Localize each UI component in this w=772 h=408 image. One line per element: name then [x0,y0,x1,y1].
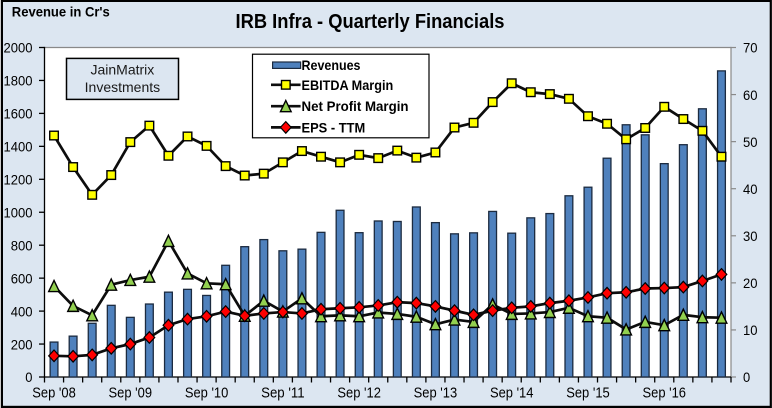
svg-text:Sep '10: Sep '10 [185,384,229,401]
svg-text:1200: 1200 [4,172,33,188]
svg-text:Revenue in Cr's: Revenue in Cr's [12,3,110,19]
svg-text:200: 200 [11,336,33,352]
svg-text:40: 40 [743,181,758,197]
svg-text:60: 60 [743,87,758,103]
svg-text:Sep '11: Sep '11 [261,384,305,401]
svg-text:0: 0 [25,369,32,385]
svg-text:1800: 1800 [4,73,33,89]
svg-text:IRB Infra - Quarterly Financi: IRB Infra - Quarterly Financials [236,11,505,33]
svg-text:600: 600 [11,270,33,286]
svg-text:1000: 1000 [4,204,33,220]
svg-text:400: 400 [11,303,33,319]
svg-text:EPS - TTM: EPS - TTM [302,119,366,135]
svg-text:Sep '14: Sep '14 [490,384,534,401]
svg-text:Sep '09: Sep '09 [109,384,153,401]
svg-text:20: 20 [743,275,758,291]
svg-text:1400: 1400 [4,139,33,155]
svg-text:2000: 2000 [4,40,33,56]
svg-text:Sep '08: Sep '08 [32,384,76,401]
svg-text:1600: 1600 [4,106,33,122]
svg-text:Sep '13: Sep '13 [414,384,458,401]
svg-text:EBITDA Margin: EBITDA Margin [302,77,394,93]
svg-text:10: 10 [743,322,758,338]
svg-text:Sep '16: Sep '16 [643,384,687,401]
svg-text:50: 50 [743,134,758,150]
svg-text:JainMatrix: JainMatrix [91,62,155,78]
svg-text:Revenues: Revenues [302,57,361,73]
svg-text:0: 0 [743,369,750,385]
svg-text:Investments: Investments [85,79,160,95]
svg-text:70: 70 [743,40,758,56]
svg-text:30: 30 [743,228,758,244]
svg-text:800: 800 [11,237,33,253]
svg-text:Sep '15: Sep '15 [566,384,610,401]
svg-text:Sep '12: Sep '12 [337,384,381,401]
svg-text:Net Profit Margin: Net Profit Margin [302,98,409,114]
